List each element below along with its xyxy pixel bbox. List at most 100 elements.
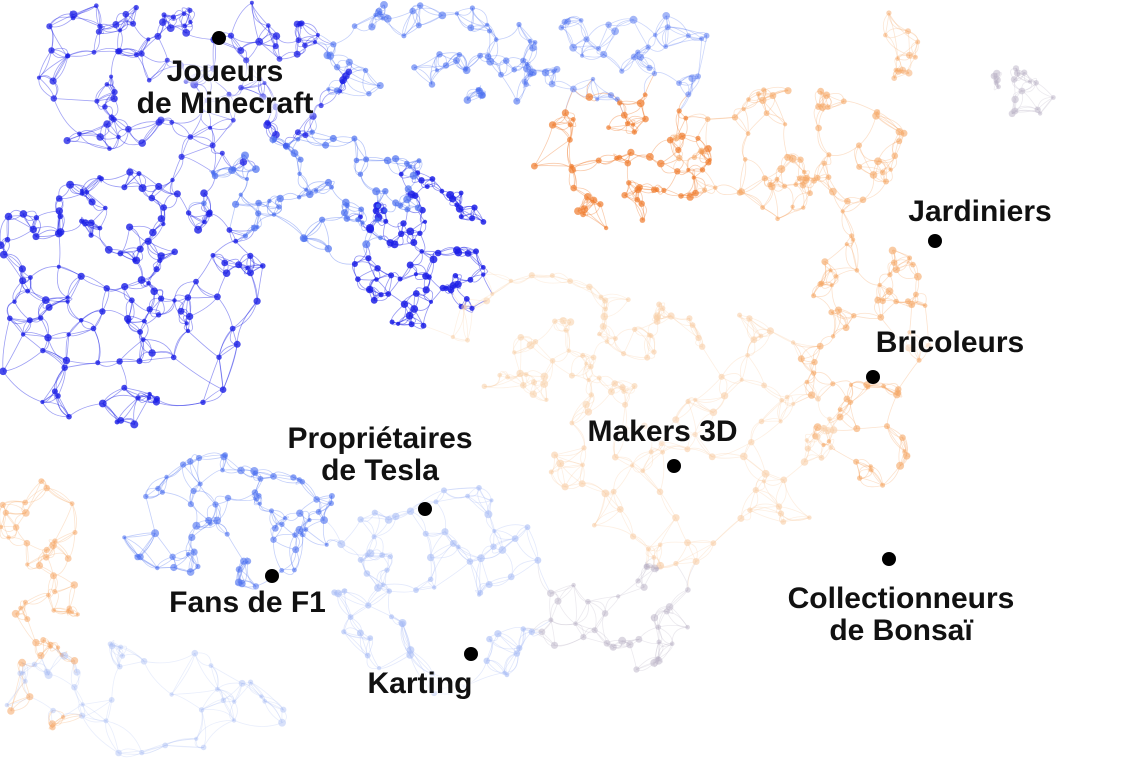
network-node <box>38 315 44 321</box>
network-node <box>118 28 123 33</box>
network-node <box>333 63 341 71</box>
network-edge <box>687 448 713 458</box>
network-edge <box>534 139 571 167</box>
network-node <box>630 53 638 61</box>
network-node <box>66 180 75 189</box>
network-edge <box>10 680 26 712</box>
network-node <box>146 306 153 313</box>
network-node <box>251 224 258 232</box>
network-node <box>385 291 392 297</box>
network-node <box>272 103 280 111</box>
network-node <box>312 40 318 45</box>
network-edge <box>73 687 83 705</box>
network-edge <box>203 720 235 748</box>
network-node <box>114 419 120 425</box>
network-node <box>18 265 26 273</box>
network-node <box>182 29 191 37</box>
network-edge <box>701 346 722 378</box>
network-node <box>138 50 145 57</box>
network-edge <box>105 699 112 721</box>
network-edge <box>81 699 112 717</box>
network-edge <box>665 38 702 47</box>
network-node <box>383 156 392 165</box>
network-edge <box>721 376 743 384</box>
network-edge <box>924 305 929 346</box>
network-edge <box>223 699 235 721</box>
network-edge <box>20 671 26 674</box>
network-edge <box>118 748 142 754</box>
network-node <box>103 285 110 292</box>
network-edge <box>187 330 220 358</box>
network-edge <box>240 178 248 195</box>
network-node <box>452 273 459 279</box>
network-edge <box>62 713 83 718</box>
network-node <box>44 334 52 342</box>
network-node <box>663 44 669 49</box>
network-node <box>32 233 40 241</box>
network-edge <box>648 517 677 550</box>
network-edge <box>217 688 235 702</box>
network-node <box>255 199 262 207</box>
network-edge <box>246 561 257 587</box>
network-node <box>454 11 459 16</box>
network-node <box>374 217 380 223</box>
network-edge <box>93 328 100 363</box>
network-node <box>409 171 418 180</box>
network-node <box>137 276 146 284</box>
network-edge <box>443 490 468 499</box>
network-edge <box>831 285 839 311</box>
network-node <box>532 40 538 45</box>
network-node <box>253 297 261 305</box>
network-edge <box>190 136 213 147</box>
network-edge <box>465 672 505 687</box>
network-edge <box>551 464 583 473</box>
network-edge <box>638 626 659 640</box>
network-edge <box>564 88 574 114</box>
network-node <box>374 277 379 282</box>
network-node <box>458 190 464 196</box>
network-edge <box>671 626 688 644</box>
network-edge <box>38 55 68 78</box>
network-edge <box>497 633 520 649</box>
network-edge <box>535 321 556 343</box>
network-node <box>209 142 216 149</box>
network-edge <box>777 206 793 220</box>
network-node <box>429 176 436 182</box>
network-node <box>172 298 177 303</box>
network-edge <box>654 72 680 84</box>
network-node <box>146 37 151 42</box>
network-node <box>128 297 135 304</box>
network-node <box>200 189 208 197</box>
network-node <box>185 210 192 216</box>
network-edge <box>68 403 103 417</box>
network-edge <box>281 709 287 724</box>
network-edge <box>105 720 119 754</box>
network-edge <box>217 296 234 329</box>
network-edge <box>202 357 220 403</box>
network-edge <box>419 233 426 252</box>
network-edge <box>659 541 688 546</box>
network-edge <box>403 5 421 37</box>
network-edge <box>783 461 805 481</box>
network-edge <box>38 50 52 78</box>
network-node <box>154 32 162 40</box>
network-node <box>378 292 384 298</box>
network-edge <box>281 708 284 723</box>
network-node <box>104 245 113 254</box>
network-edge <box>120 227 130 254</box>
network-node <box>418 177 425 184</box>
network-node <box>295 37 302 44</box>
network-node <box>140 337 146 342</box>
network-node <box>351 261 358 267</box>
network-node <box>77 131 82 137</box>
network-node <box>202 72 210 80</box>
network-edge <box>378 649 411 669</box>
network-node <box>239 158 248 166</box>
network-node <box>353 157 360 164</box>
network-edge <box>888 12 918 43</box>
network-node <box>467 276 474 283</box>
network-node <box>136 358 143 365</box>
network-edge <box>30 266 59 278</box>
network-node <box>269 135 277 144</box>
network-node <box>79 188 84 193</box>
